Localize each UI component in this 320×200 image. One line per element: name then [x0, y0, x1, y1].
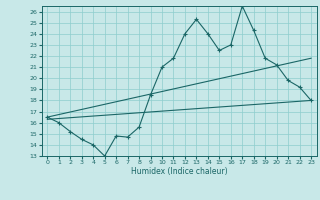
- X-axis label: Humidex (Indice chaleur): Humidex (Indice chaleur): [131, 167, 228, 176]
